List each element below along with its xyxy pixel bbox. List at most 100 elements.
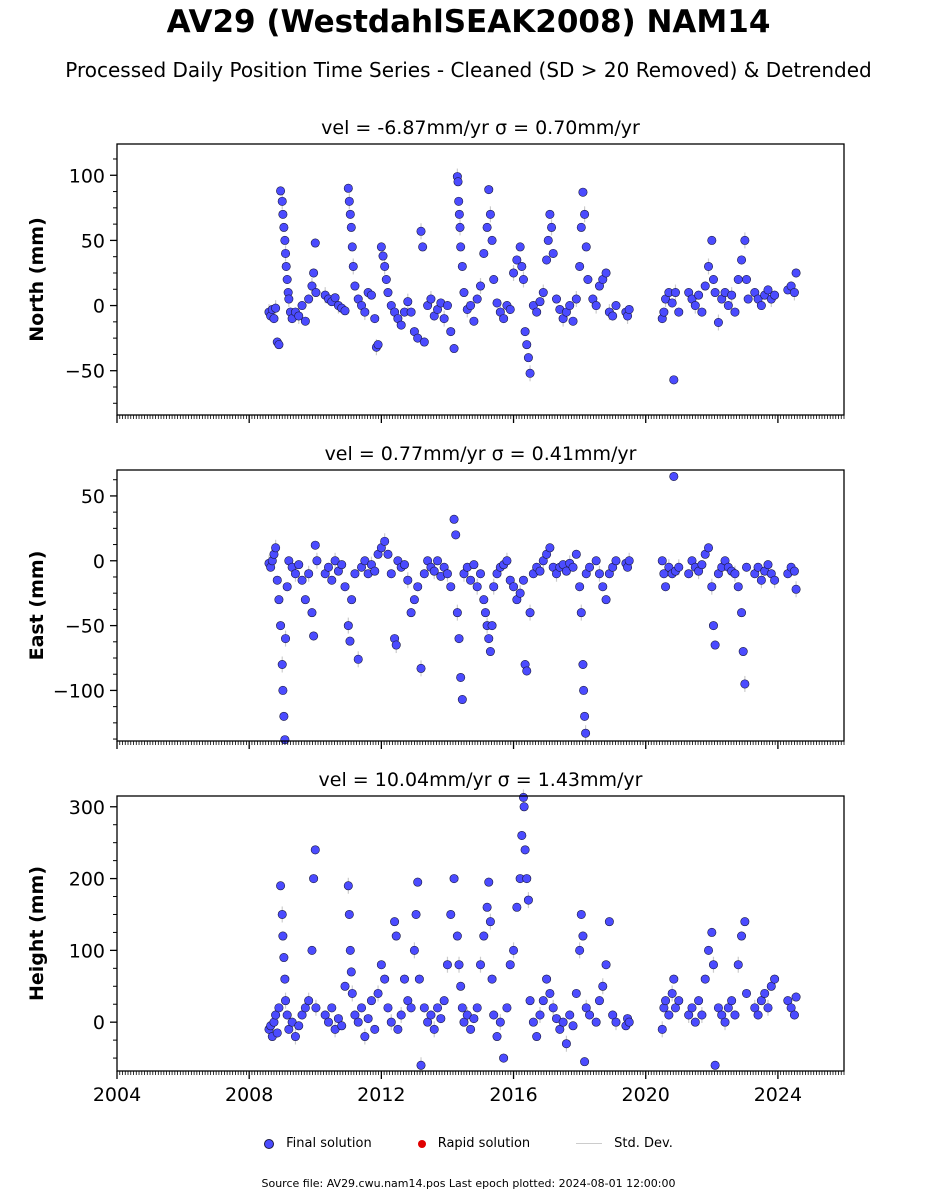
data-point — [492, 1032, 502, 1042]
data-point — [439, 996, 449, 1006]
data-point — [704, 945, 714, 955]
data-point — [455, 222, 465, 232]
y-tick-label: 200 — [69, 869, 105, 891]
data-point — [525, 608, 535, 618]
y-tick-label: 50 — [81, 230, 105, 252]
data-point — [360, 556, 370, 566]
data-point — [381, 274, 391, 284]
data-point — [386, 569, 396, 579]
data-point — [277, 659, 287, 669]
data-point — [294, 311, 304, 321]
data-point — [479, 931, 489, 941]
legend-label-stddev: Std. Dev. — [614, 1136, 673, 1151]
data-point — [378, 251, 388, 261]
data-point — [281, 996, 291, 1006]
data-point — [740, 679, 750, 689]
data-point — [390, 917, 400, 927]
data-point — [330, 556, 340, 566]
data-point — [290, 569, 300, 579]
data-point — [472, 582, 482, 592]
data-point — [723, 301, 733, 311]
data-point — [738, 647, 748, 657]
data-point — [601, 960, 611, 970]
data-point — [457, 695, 467, 705]
data-point — [350, 281, 360, 291]
data-point — [763, 285, 773, 295]
data-point — [360, 1032, 370, 1042]
data-point — [710, 288, 720, 298]
data-point — [276, 621, 286, 631]
data-point — [454, 960, 464, 970]
data-point — [690, 1017, 700, 1027]
data-point — [548, 1003, 558, 1013]
data-point — [578, 931, 588, 941]
data-point — [710, 640, 720, 650]
data-point — [380, 261, 390, 271]
data-point — [485, 647, 495, 657]
data-point — [330, 293, 340, 303]
data-point — [344, 196, 354, 206]
data-point — [456, 981, 466, 991]
data-point — [309, 631, 319, 641]
data-point — [515, 588, 525, 598]
y-tick-label: 100 — [69, 165, 105, 187]
data-point — [383, 288, 393, 298]
data-point — [591, 1017, 601, 1027]
data-point — [370, 566, 380, 576]
data-point — [337, 560, 347, 570]
data-point — [740, 917, 750, 927]
data-point — [413, 333, 423, 343]
data-point — [274, 1003, 284, 1013]
data-point — [580, 711, 590, 721]
data-point — [518, 575, 528, 585]
data-point — [416, 226, 426, 236]
data-point — [436, 1014, 446, 1024]
data-point — [492, 298, 502, 308]
data-point — [594, 996, 604, 1006]
data-point — [416, 1060, 426, 1070]
data-point — [403, 297, 413, 307]
data-point — [347, 595, 357, 605]
data-point — [373, 988, 383, 998]
data-point — [730, 569, 740, 579]
data-point — [742, 274, 752, 284]
data-point — [433, 556, 443, 566]
data-point — [694, 996, 704, 1006]
data-point — [446, 327, 456, 337]
data-point — [300, 595, 310, 605]
data-point — [323, 562, 333, 572]
data-point — [538, 996, 548, 1006]
data-point — [525, 996, 535, 1006]
data-point — [509, 268, 519, 278]
data-point — [469, 560, 479, 570]
data-point — [442, 569, 452, 579]
data-point — [413, 877, 423, 887]
data-point — [479, 248, 489, 258]
data-point — [487, 235, 497, 245]
data-point — [360, 307, 370, 317]
data-point — [475, 569, 485, 579]
data-point — [457, 261, 467, 271]
data-point — [608, 311, 618, 321]
data-point — [442, 301, 452, 311]
data-point — [386, 1017, 396, 1027]
data-point — [482, 902, 492, 912]
y-tick-label: 300 — [69, 797, 105, 819]
data-point — [542, 255, 552, 265]
y-tick-label: −50 — [65, 361, 105, 383]
plot-frame-north — [116, 143, 845, 416]
data-point — [545, 209, 555, 219]
data-point — [661, 996, 671, 1006]
data-point — [547, 222, 557, 232]
data-point — [598, 582, 608, 592]
data-point — [370, 1024, 380, 1034]
legend-item-final: Final solution — [264, 1136, 372, 1151]
data-point — [343, 881, 353, 891]
data-point — [518, 274, 528, 284]
data-point — [406, 307, 416, 317]
data-point — [523, 353, 533, 363]
data-point — [406, 608, 416, 618]
data-point — [535, 1010, 545, 1020]
data-point — [575, 945, 585, 955]
y-axis-label-east: East (mm) — [26, 551, 48, 661]
